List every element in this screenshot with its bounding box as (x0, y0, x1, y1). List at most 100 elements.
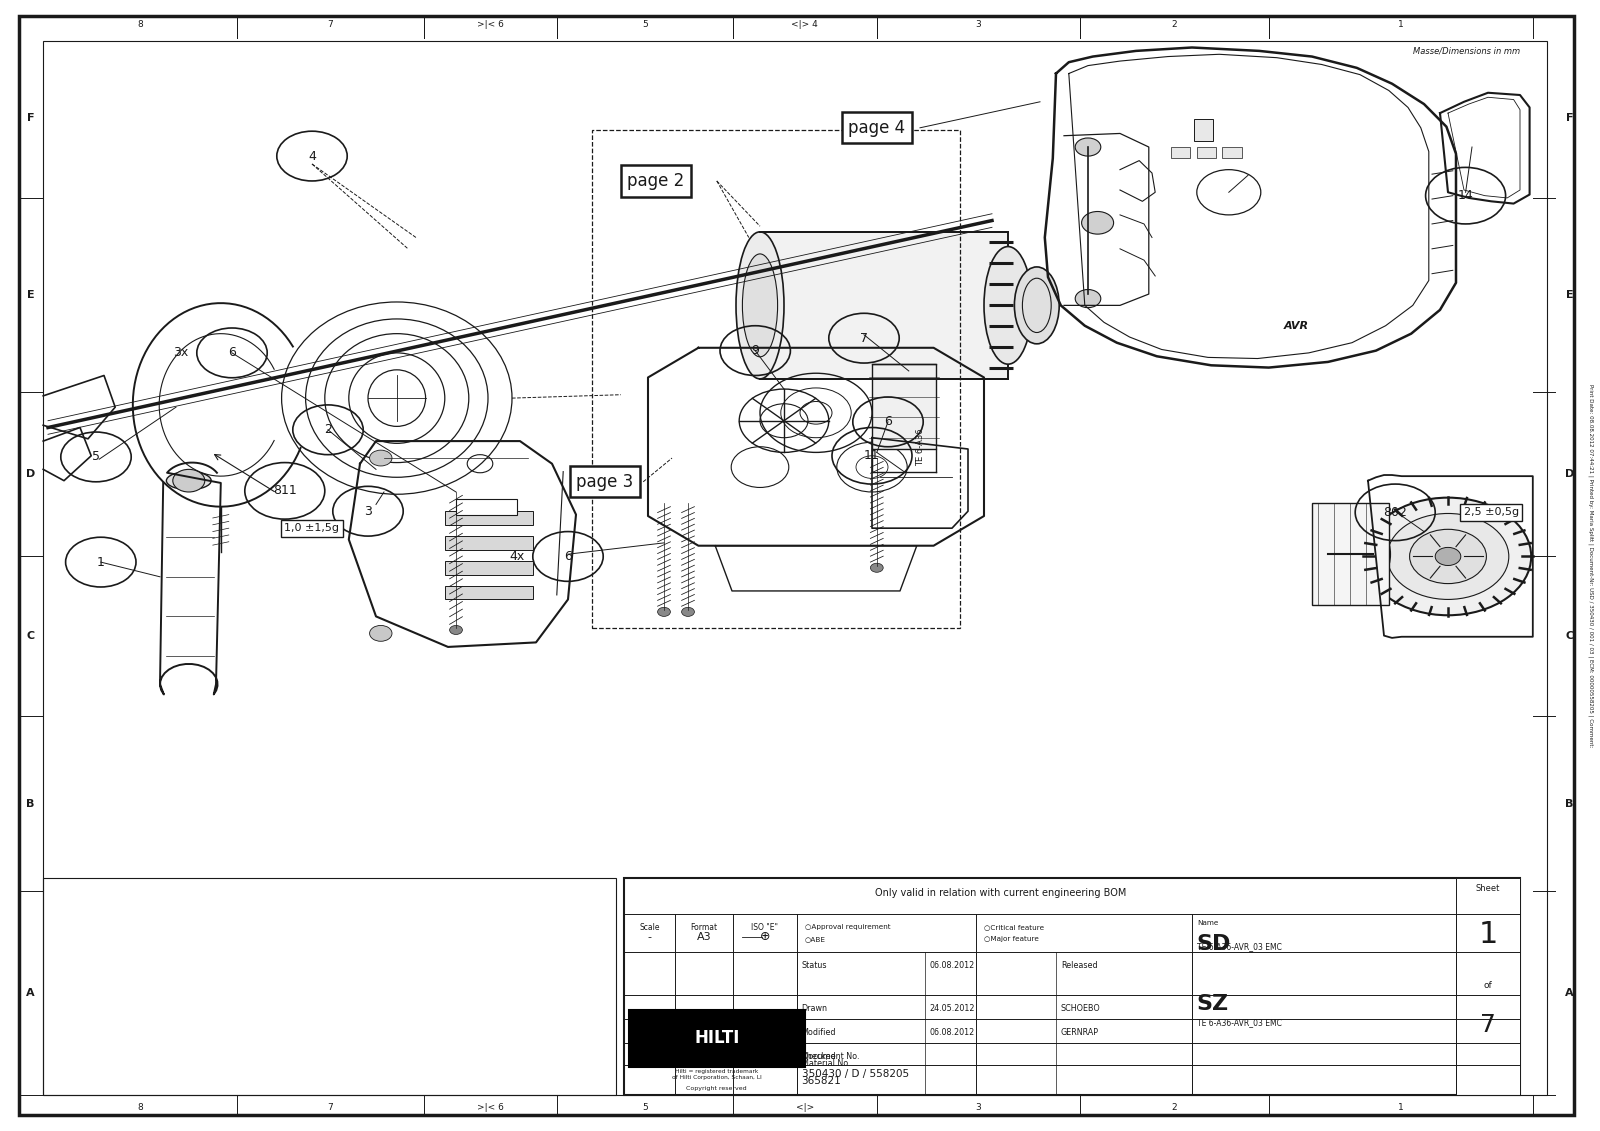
Bar (1312, 503, 1389, 605)
Text: A3: A3 (696, 932, 712, 942)
Text: page 2: page 2 (627, 172, 685, 190)
Circle shape (1365, 498, 1531, 615)
Circle shape (1387, 513, 1509, 599)
Bar (760, 232, 1008, 379)
Bar (456, 499, 517, 515)
Text: >|< 6: >|< 6 (477, 1103, 504, 1112)
Text: B: B (1565, 798, 1574, 809)
Text: TE 6-A36-AVR_03 EMC: TE 6-A36-AVR_03 EMC (1197, 942, 1282, 951)
Text: 8: 8 (138, 20, 142, 29)
Text: 2: 2 (1171, 20, 1178, 29)
Circle shape (173, 469, 205, 492)
Text: <|>: <|> (795, 1103, 814, 1112)
Text: 11: 11 (864, 449, 880, 463)
Text: 2,5 ±0,5g: 2,5 ±0,5g (1464, 508, 1518, 517)
Text: E: E (27, 291, 34, 300)
Text: 5: 5 (642, 20, 648, 29)
Text: Status: Status (802, 961, 827, 970)
Bar (445, 586, 533, 599)
Text: 8: 8 (138, 1103, 142, 1112)
Text: 7: 7 (328, 20, 333, 29)
Circle shape (1075, 290, 1101, 308)
Text: AVR: AVR (1283, 321, 1309, 330)
Ellipse shape (736, 232, 784, 379)
Text: F: F (27, 113, 34, 123)
Bar (624, 878, 1520, 1095)
Text: 3: 3 (365, 504, 371, 518)
Text: 1: 1 (98, 555, 104, 569)
Text: Name: Name (1197, 920, 1218, 926)
Bar (445, 561, 533, 575)
Text: GERNRAP: GERNRAP (1061, 1028, 1099, 1037)
Text: Sheet: Sheet (1475, 884, 1501, 893)
Ellipse shape (742, 254, 778, 357)
Text: SZ: SZ (1197, 994, 1229, 1015)
Text: Format: Format (691, 923, 717, 932)
Circle shape (1082, 211, 1114, 234)
Circle shape (1410, 529, 1486, 584)
Bar (1222, 147, 1242, 158)
Circle shape (450, 625, 462, 634)
Text: 1: 1 (1478, 920, 1498, 949)
Text: page 4: page 4 (848, 119, 906, 137)
Circle shape (870, 563, 883, 572)
Text: 3: 3 (976, 1103, 981, 1112)
Text: 7: 7 (328, 1103, 333, 1112)
Circle shape (1435, 547, 1461, 566)
Circle shape (370, 450, 392, 466)
Text: B: B (26, 798, 35, 809)
Circle shape (370, 625, 392, 641)
Text: 2: 2 (1171, 1103, 1178, 1112)
Text: 9: 9 (752, 344, 758, 357)
Text: SCHOEBO: SCHOEBO (1061, 1004, 1101, 1013)
Text: >|< 6: >|< 6 (477, 20, 504, 29)
Text: 3x: 3x (173, 346, 189, 360)
Text: 365821: 365821 (802, 1077, 842, 1086)
Text: -: - (648, 932, 651, 942)
Text: <|> 4: <|> 4 (792, 20, 818, 29)
Text: 24.05.2012: 24.05.2012 (930, 1004, 974, 1013)
Text: SD: SD (1197, 934, 1230, 955)
Text: 5: 5 (642, 1103, 648, 1112)
Text: 3: 3 (976, 20, 981, 29)
Bar (1197, 147, 1216, 158)
Text: 5: 5 (93, 450, 99, 464)
Text: Document No.: Document No. (802, 1052, 859, 1061)
Text: ISO "E": ISO "E" (752, 923, 778, 932)
Text: 6: 6 (565, 550, 571, 563)
Text: 14: 14 (1458, 189, 1474, 202)
Text: 7: 7 (861, 331, 867, 345)
Text: Scale: Scale (640, 923, 659, 932)
Text: ⊕: ⊕ (760, 931, 770, 943)
Text: Print Date: 08.08.2012 07:44:21 | Printed by: Maria Splitt | Document-Nr: USD / : Print Date: 08.08.2012 07:44:21 | Printe… (1587, 383, 1594, 748)
Text: ○Major feature: ○Major feature (984, 935, 1038, 942)
Text: TE 6-A36: TE 6-A36 (915, 428, 925, 466)
Circle shape (658, 607, 670, 616)
Text: HILTI: HILTI (694, 1029, 739, 1047)
Bar (445, 536, 533, 550)
Text: 4x: 4x (509, 550, 525, 563)
Ellipse shape (984, 247, 1032, 364)
Text: 4: 4 (309, 149, 315, 163)
Text: of: of (1483, 981, 1493, 990)
Text: D: D (26, 469, 35, 480)
Text: Material No.: Material No. (802, 1059, 850, 1068)
Text: 350430 / D / 558205: 350430 / D / 558205 (802, 1070, 909, 1079)
Text: Released: Released (1061, 961, 1098, 970)
Text: 7: 7 (1480, 1012, 1496, 1037)
Text: Only valid in relation with current engineering BOM: Only valid in relation with current engi… (875, 889, 1126, 898)
Bar (445, 511, 533, 525)
Text: Checked: Checked (802, 1052, 837, 1061)
Bar (1194, 119, 1213, 141)
Text: ○Approval requirement: ○Approval requirement (805, 924, 891, 931)
Circle shape (1075, 138, 1101, 156)
Bar (872, 364, 936, 449)
Text: F: F (1566, 113, 1573, 123)
Bar (1171, 147, 1190, 158)
Ellipse shape (1355, 527, 1390, 581)
Ellipse shape (1014, 267, 1059, 344)
Text: E: E (1566, 291, 1573, 300)
Text: 06.08.2012: 06.08.2012 (930, 1028, 974, 1037)
Text: D: D (1565, 469, 1574, 480)
Text: C: C (1565, 631, 1574, 641)
